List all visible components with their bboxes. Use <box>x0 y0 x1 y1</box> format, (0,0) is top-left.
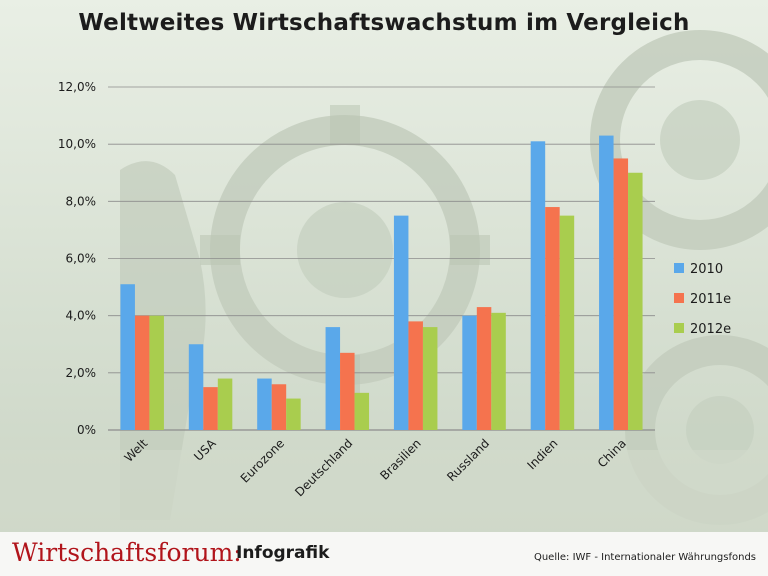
y-tick-label: 10,0% <box>58 137 96 151</box>
bars <box>120 135 643 431</box>
bar-2011e-Deutschland <box>340 352 355 430</box>
legend-label: 2012e <box>690 322 731 337</box>
bar-2010-USA <box>188 344 204 430</box>
bar-2011e-China <box>613 158 629 431</box>
bar-2010-Deutschland <box>325 327 341 430</box>
x-axis-ticks: Welt USA Eurozone Deutschland Brasilien Russl… <box>122 436 629 500</box>
bar-2010-Indien <box>530 141 546 430</box>
y-tick-label: 12,0% <box>58 80 96 94</box>
x-tick-label: China <box>595 436 629 470</box>
y-tick-label: 2,0% <box>66 366 97 380</box>
x-tick-label: Indien <box>524 436 560 472</box>
bar-2010-China <box>599 135 614 430</box>
bar-2012e-Deutschland <box>354 392 370 430</box>
bar-2012e-Russland <box>491 312 506 430</box>
x-tick-label: USA <box>191 436 219 464</box>
bar-2011e-Russland <box>476 307 492 430</box>
bar-2011e-Welt <box>134 315 150 430</box>
bar-2012e-Eurozone <box>286 398 301 430</box>
y-tick-label: 0% <box>77 423 96 437</box>
legend-swatch <box>674 293 684 303</box>
legend: 2010 2011e 2012e <box>674 262 731 337</box>
bar-2012e-China <box>628 172 643 430</box>
bar-2012e-Brasilien <box>422 327 438 430</box>
bar-2010-Brasilien <box>393 215 409 430</box>
x-tick-label: Brasilien <box>377 436 424 483</box>
x-tick-label: Deutschland <box>292 436 355 499</box>
bar-2012e-USA <box>217 378 233 430</box>
bar-2011e-Eurozone <box>271 384 287 430</box>
bar-2012e-Indien <box>559 215 575 430</box>
x-tick-label: Eurozone <box>238 436 287 485</box>
bar-2011e-Brasilien <box>408 321 423 430</box>
y-axis-ticks: 0% 2,0% 4,0% 6,0% 8,0% 10,0% 12,0% <box>58 80 96 437</box>
legend-label: 2010 <box>690 262 723 277</box>
bar-2010-Russland <box>462 315 477 430</box>
brand-subtitle: Infografik <box>236 543 330 563</box>
legend-swatch <box>674 263 684 273</box>
y-tick-label: 4,0% <box>66 309 97 323</box>
legend-swatch <box>674 323 684 333</box>
bar-2012e-Welt <box>149 315 164 430</box>
y-tick-label: 8,0% <box>66 194 97 208</box>
legend-label: 2011e <box>690 292 731 307</box>
y-tick-label: 6,0% <box>66 252 97 266</box>
chart-title: Weltweites Wirtschaftswachstum im Vergle… <box>78 10 690 36</box>
bar-2010-Eurozone <box>257 378 272 430</box>
x-tick-label: Russland <box>444 436 492 484</box>
x-tick-label: Welt <box>122 436 151 465</box>
brand-logo-text: Wirtschaftsforum: <box>12 538 242 567</box>
bar-2010-Welt <box>120 284 135 430</box>
footer-bar: Wirtschaftsforum: Infografik Quelle: IWF… <box>0 532 768 576</box>
bar-2011e-USA <box>203 387 218 430</box>
bar-2011e-Indien <box>545 207 560 430</box>
source-note: Quelle: IWF - Internationaler Währungsfo… <box>533 552 756 563</box>
